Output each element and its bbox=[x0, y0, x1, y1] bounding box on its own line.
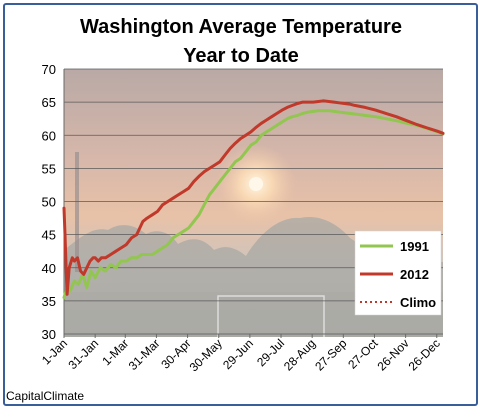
y-tick-label: 30 bbox=[42, 327, 56, 342]
y-axis: 30 35 40 45 50 55 60 65 70 bbox=[42, 62, 65, 342]
y-tick-label: 40 bbox=[42, 261, 56, 276]
y-tick-label: 70 bbox=[42, 62, 56, 77]
y-tick-label: 45 bbox=[42, 228, 56, 243]
legend-label-climo: Climo bbox=[400, 295, 436, 310]
series-lines bbox=[62, 99, 445, 300]
x-tick-label: 31-Jan bbox=[65, 336, 101, 372]
y-tick-label: 50 bbox=[42, 195, 56, 210]
goal-frame bbox=[217, 295, 325, 337]
y-tick-label: 65 bbox=[42, 95, 56, 110]
chart-title: Washington Average Temperature Year to D… bbox=[80, 16, 402, 67]
sun bbox=[249, 177, 263, 191]
x-tick-label: 31-Mar bbox=[126, 336, 163, 373]
series-line-2012 bbox=[62, 99, 445, 296]
x-tick-label: 28-Aug bbox=[281, 336, 318, 373]
y-tick-label: 35 bbox=[42, 294, 56, 309]
series-line-1991 bbox=[62, 109, 445, 300]
y-tick-label: 60 bbox=[42, 128, 56, 143]
x-tick-label: 29-Jun bbox=[220, 336, 256, 372]
x-tick-label: 27-Oct bbox=[345, 336, 381, 372]
chart-title-line1: Washington Average Temperature bbox=[80, 16, 402, 38]
chart-title-line2: Year to Date bbox=[183, 45, 299, 67]
credit-text: CapitalClimate bbox=[6, 389, 84, 403]
plot-background bbox=[64, 69, 443, 337]
y-tick-label: 55 bbox=[42, 161, 56, 176]
utility-pole bbox=[75, 152, 79, 272]
x-tick-label: 27-Sep bbox=[312, 336, 349, 373]
x-tick-label: 26-Dec bbox=[406, 336, 443, 373]
x-tick-label: 26-Nov bbox=[374, 336, 411, 373]
x-axis: 1-Jan31-Jan1-Mar31-Mar30-Apr30-May29-Jun… bbox=[39, 333, 443, 374]
legend-label-1991: 1991 bbox=[400, 239, 429, 254]
legend: 1991 2012 Climo bbox=[354, 230, 442, 316]
x-tick-label: 30-May bbox=[187, 336, 225, 374]
legend-label-2012: 2012 bbox=[400, 267, 429, 282]
